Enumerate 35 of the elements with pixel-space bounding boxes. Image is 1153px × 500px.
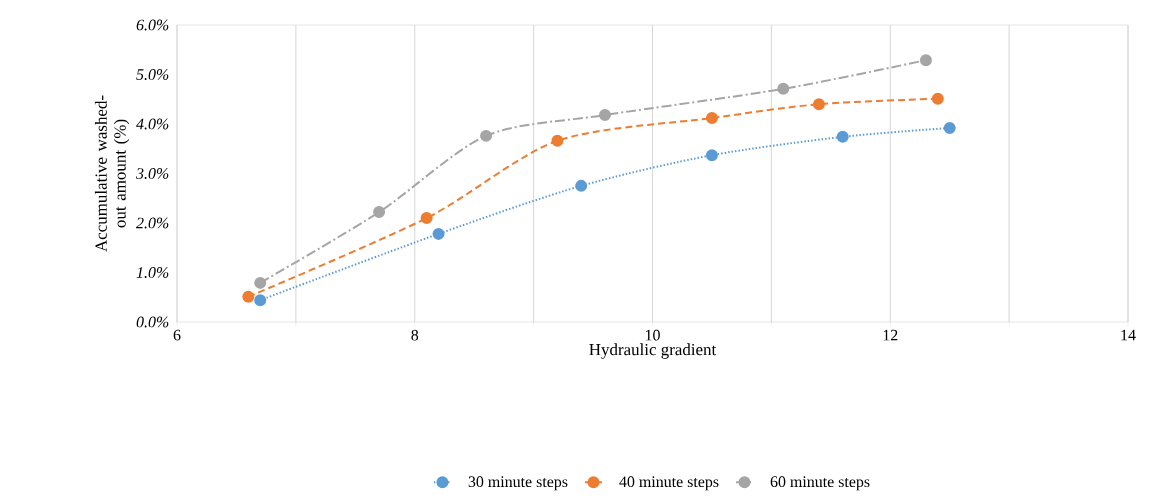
point xyxy=(598,109,611,122)
x-axis-title: Hydraulic gradient xyxy=(589,343,717,359)
x-tick-label: 12 xyxy=(883,329,898,341)
y-tick-label: 2.0% xyxy=(136,217,169,229)
y-tick-label: 0.0% xyxy=(136,316,169,328)
point xyxy=(812,98,825,111)
legend-label: 60 minute steps xyxy=(770,476,870,491)
point xyxy=(420,212,433,225)
point xyxy=(705,149,718,162)
point xyxy=(836,130,849,143)
y-tick-label: 3.0% xyxy=(136,168,169,179)
point xyxy=(777,82,790,95)
point xyxy=(242,290,255,303)
point xyxy=(432,227,445,240)
y-tick-label: 5.0% xyxy=(136,69,169,80)
legend-label: 40 minute steps xyxy=(619,476,719,491)
point xyxy=(931,92,944,105)
y-tick-label: 6.0% xyxy=(136,19,169,31)
y-tick-label: 1.0% xyxy=(136,267,169,278)
point xyxy=(943,121,956,134)
x-tick-label: 10 xyxy=(645,329,660,341)
x-tick-label: 14 xyxy=(1121,329,1136,341)
y-axis-title: Accumulative washed-out amount (%) xyxy=(94,95,130,252)
x-tick-label: 6 xyxy=(173,329,181,341)
legend-label: 30 minute steps xyxy=(468,476,568,491)
y-tick-label: 4.0% xyxy=(136,118,169,130)
point xyxy=(254,294,267,307)
point xyxy=(705,112,718,125)
point xyxy=(480,129,493,142)
point xyxy=(919,54,932,67)
point xyxy=(254,276,267,289)
x-tick-label: 8 xyxy=(411,329,419,341)
point xyxy=(551,134,564,147)
point xyxy=(575,179,588,192)
point xyxy=(373,206,386,219)
